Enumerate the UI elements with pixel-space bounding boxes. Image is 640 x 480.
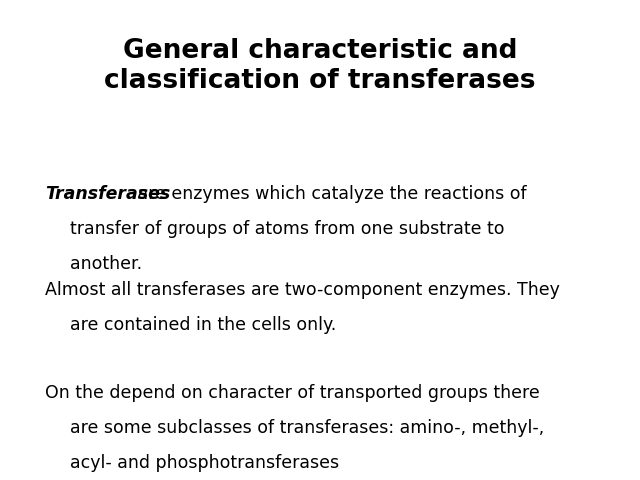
Text: are enzymes which catalyze the reactions of: are enzymes which catalyze the reactions…: [132, 185, 527, 203]
Text: Transferases: Transferases: [45, 185, 170, 203]
Text: On the depend on character of transported groups there: On the depend on character of transporte…: [45, 384, 540, 402]
Text: Almost all transferases are two-component enzymes. They: Almost all transferases are two-componen…: [45, 281, 559, 299]
Text: General characteristic and
classification of transferases: General characteristic and classificatio…: [104, 38, 536, 95]
Text: are some subclasses of transferases: amino-, methyl-,: are some subclasses of transferases: ami…: [70, 419, 545, 437]
Text: transfer of groups of atoms from one substrate to: transfer of groups of atoms from one sub…: [70, 220, 505, 238]
Text: are contained in the cells only.: are contained in the cells only.: [70, 316, 337, 334]
Text: another.: another.: [70, 255, 143, 273]
Text: acyl- and phosphotransferases: acyl- and phosphotransferases: [70, 454, 340, 472]
